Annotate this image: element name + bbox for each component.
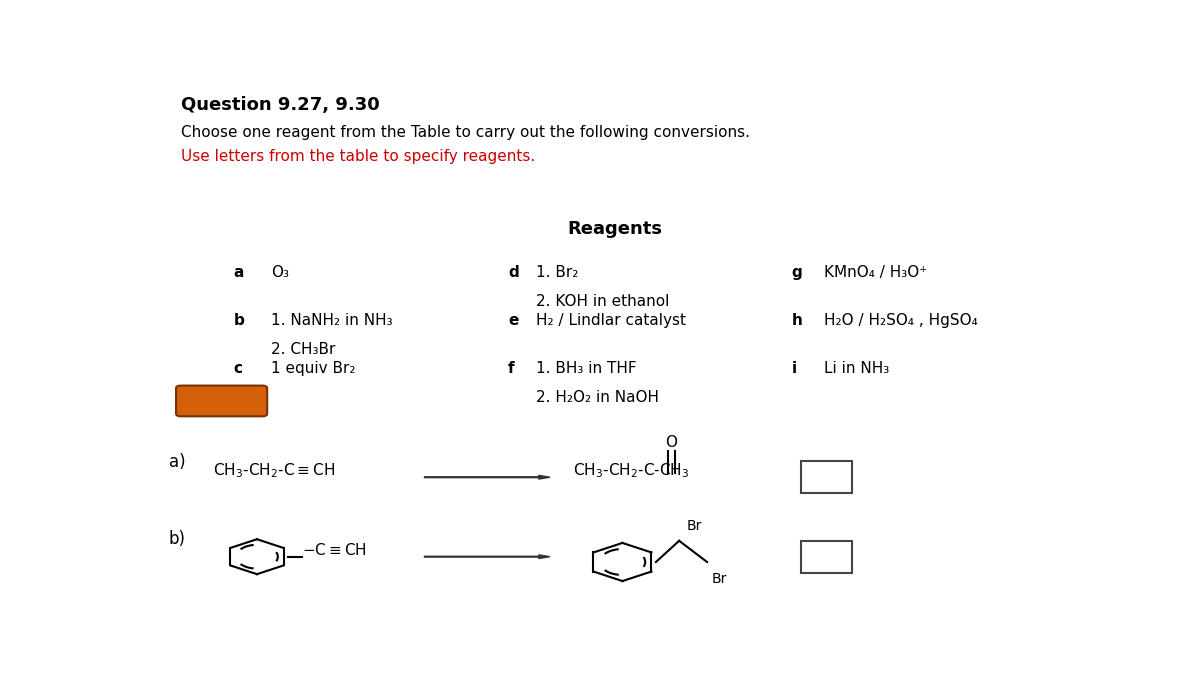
Text: 2. KOH in ethanol: 2. KOH in ethanol bbox=[536, 294, 670, 310]
Text: 1. Br₂: 1. Br₂ bbox=[536, 266, 578, 280]
FancyArrow shape bbox=[425, 475, 550, 479]
Text: 1. BH₃ in THF: 1. BH₃ in THF bbox=[536, 361, 636, 376]
Text: i: i bbox=[792, 361, 797, 376]
Text: Br: Br bbox=[712, 572, 727, 585]
Text: 1. NaNH₂ in NH₃: 1. NaNH₂ in NH₃ bbox=[271, 313, 392, 328]
Text: CH$_3$-CH$_2$-C$\equiv$CH: CH$_3$-CH$_2$-C$\equiv$CH bbox=[214, 462, 335, 480]
Text: f: f bbox=[508, 361, 515, 376]
Text: b: b bbox=[234, 313, 245, 328]
Text: 2. H₂O₂ in NaOH: 2. H₂O₂ in NaOH bbox=[536, 390, 659, 405]
Text: g: g bbox=[792, 266, 803, 280]
Text: Question 9.27, 9.30: Question 9.27, 9.30 bbox=[181, 96, 379, 114]
Bar bbox=[802, 541, 852, 572]
Text: O₃: O₃ bbox=[271, 266, 289, 280]
Text: h: h bbox=[792, 313, 803, 328]
Text: 2. CH₃Br: 2. CH₃Br bbox=[271, 342, 335, 357]
Text: e: e bbox=[508, 313, 518, 328]
FancyArrow shape bbox=[425, 555, 550, 559]
Text: O: O bbox=[665, 435, 677, 450]
FancyBboxPatch shape bbox=[176, 385, 268, 416]
Text: H₂ / Lindlar catalyst: H₂ / Lindlar catalyst bbox=[536, 313, 686, 328]
Text: CH$_3$-CH$_2$-C-CH$_3$: CH$_3$-CH$_2$-C-CH$_3$ bbox=[574, 462, 690, 480]
Text: Li in NH₃: Li in NH₃ bbox=[824, 361, 889, 376]
Text: Reagents: Reagents bbox=[568, 220, 662, 238]
Bar bbox=[802, 462, 852, 493]
Text: Visited: Visited bbox=[194, 395, 248, 409]
Text: Br: Br bbox=[686, 519, 702, 533]
Text: Use letters from the table to specify reagents.: Use letters from the table to specify re… bbox=[181, 149, 535, 164]
Text: a: a bbox=[234, 266, 244, 280]
Text: d: d bbox=[508, 266, 518, 280]
Text: 1 equiv Br₂: 1 equiv Br₂ bbox=[271, 361, 355, 376]
Text: KMnO₄ / H₃O⁺: KMnO₄ / H₃O⁺ bbox=[824, 266, 928, 280]
Text: Choose one reagent from the Table to carry out the following conversions.: Choose one reagent from the Table to car… bbox=[181, 125, 750, 140]
Text: c: c bbox=[234, 361, 242, 376]
Text: a): a) bbox=[168, 453, 185, 471]
Text: b): b) bbox=[168, 530, 186, 548]
Text: H₂O / H₂SO₄ , HgSO₄: H₂O / H₂SO₄ , HgSO₄ bbox=[824, 313, 978, 328]
Text: $-$C$\equiv$CH: $-$C$\equiv$CH bbox=[301, 542, 366, 559]
